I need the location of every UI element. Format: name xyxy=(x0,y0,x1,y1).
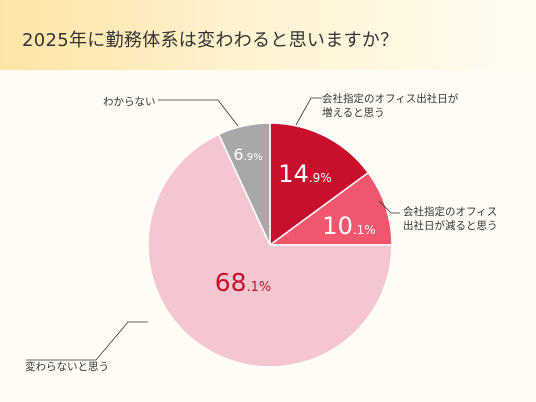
value-decimal-part: .9% xyxy=(244,152,263,163)
category-label-line: 変わらないと思う xyxy=(25,360,109,373)
category-label-line: わからない xyxy=(103,96,156,108)
category-label-line: 増えると思う xyxy=(322,106,385,119)
leader-line-2 xyxy=(378,200,400,214)
leader-line-1 xyxy=(295,97,322,126)
category-label-1: 会社指定のオフィス出社日が増えると思う xyxy=(322,92,459,119)
value-integer-part: 10 xyxy=(322,212,353,240)
pie-slice-4 xyxy=(217,122,271,246)
slice-value-label-4: 6.9% xyxy=(233,145,262,164)
value-integer-part: 68 xyxy=(215,268,247,297)
category-label-4: わからない xyxy=(103,96,156,108)
value-integer-part: 14 xyxy=(278,160,309,188)
value-integer-part: 6 xyxy=(233,145,243,164)
value-decimal-part: .9% xyxy=(309,171,332,185)
category-label-line: 会社指定のオフィス xyxy=(403,205,497,218)
leader-line-3 xyxy=(26,321,148,361)
value-decimal-part: .1% xyxy=(247,280,272,295)
title-banner: 2025年に勤務体系は変わわると思いますか？ xyxy=(0,0,536,70)
pie-slice-3 xyxy=(147,133,393,368)
slice-value-label-3: 68.1% xyxy=(215,268,272,297)
category-label-line: 会社指定のオフィス出社日が xyxy=(322,92,459,105)
chart-title: 2025年に勤務体系は変わわると思いますか？ xyxy=(22,30,399,51)
category-label-line: 出社日が減ると思う xyxy=(403,219,498,232)
slice-value-label-2: 10.1% xyxy=(322,212,375,240)
pie-slice-1 xyxy=(269,122,370,247)
category-label-2: 会社指定のオフィス出社日が減ると思う xyxy=(403,205,498,232)
value-decimal-part: .1% xyxy=(353,223,376,237)
leader-line-4 xyxy=(158,99,239,127)
pie-slice-2 xyxy=(267,171,393,246)
category-label-3: 変わらないと思う xyxy=(25,360,109,373)
slice-value-label-1: 14.9% xyxy=(278,160,331,188)
